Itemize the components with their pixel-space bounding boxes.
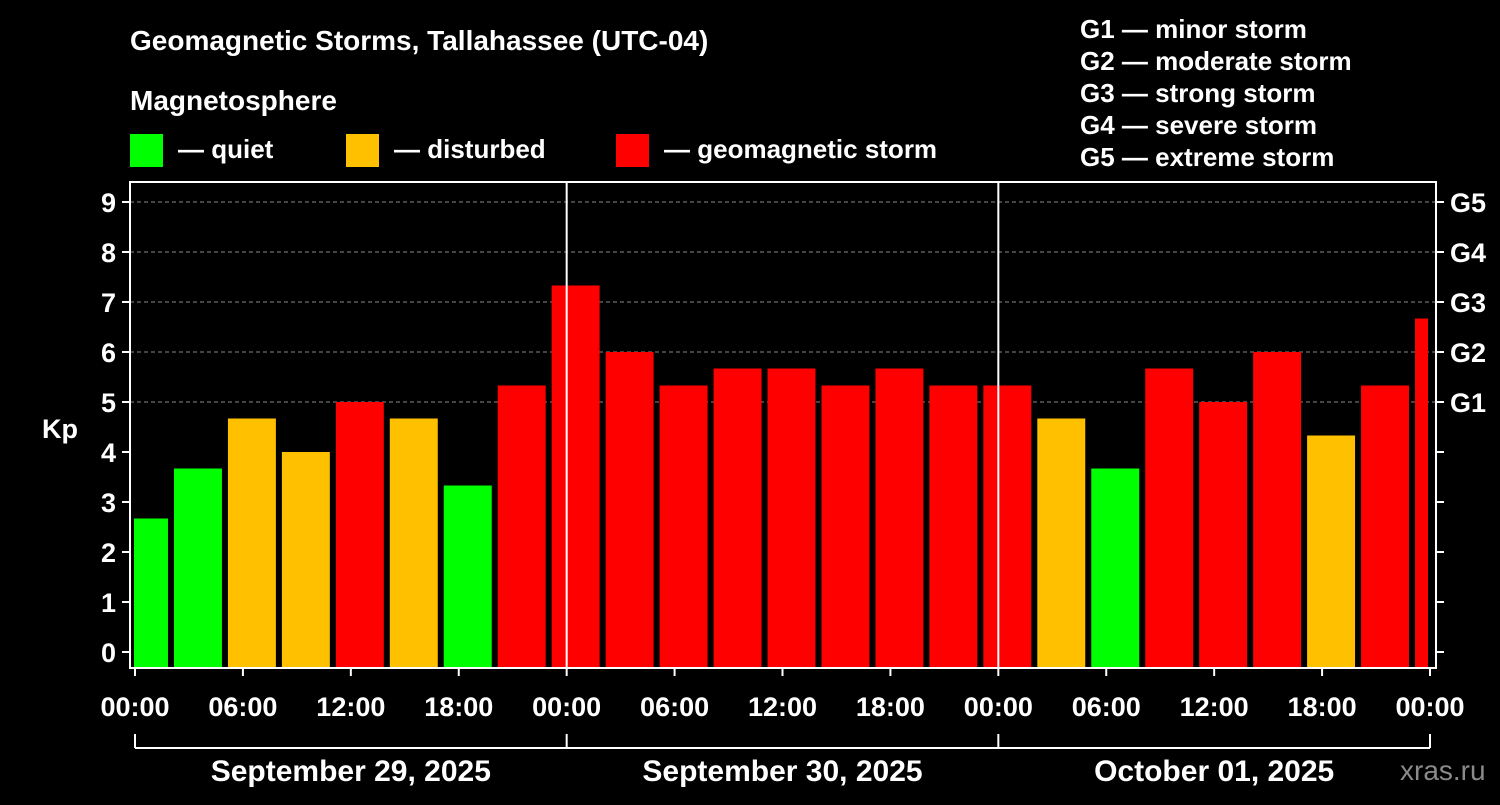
x-tick-label: 12:00 [1180,692,1249,722]
g-tick-label: G4 [1450,238,1486,268]
y-tick-label: 7 [101,288,116,318]
kp-bar [821,385,870,668]
y-tick-label: 6 [101,338,116,368]
y-tick-label: 3 [101,488,116,518]
storm-scale-g5: G5 — extreme storm [1080,142,1334,172]
kp-bar [335,402,384,668]
legend-label-storm: — geomagnetic storm [664,134,937,164]
g-tick-label: G1 [1450,388,1486,418]
kp-bar [173,468,222,668]
date-label: September 30, 2025 [642,755,922,788]
bars [134,285,1428,668]
x-tick-label: 00:00 [532,692,601,722]
x-tick-label: 00:00 [964,692,1033,722]
kp-bar [767,368,816,668]
storm-scale-g1: G1 — minor storm [1080,14,1307,44]
legend-swatch-storm [616,134,649,167]
kp-bar [1361,385,1410,668]
kp-bar [929,385,978,668]
x-tick-label: 18:00 [1288,692,1357,722]
date-label: October 01, 2025 [1094,755,1334,788]
storm-scale-g4: G4 — severe storm [1080,110,1317,140]
x-tick-label: 18:00 [856,692,925,722]
g-scale-ticks: G1 G2 G3 G4 G5 [1450,188,1486,418]
y-tick-label: 0 [101,638,116,668]
legend-label-quiet: — quiet [178,134,274,164]
y-tick-label: 9 [101,188,116,218]
kp-bar [389,418,438,668]
watermark: xras.ru [1400,755,1486,786]
x-tick-label: 18:00 [424,692,493,722]
kp-bar [1307,435,1356,668]
kp-bar [713,368,762,668]
x-tick-label: 00:00 [1395,692,1464,722]
kp-bar [605,352,654,668]
chart-subtitle: Magnetosphere [130,85,337,116]
kp-bar [443,485,492,668]
g-tick-label: G5 [1450,188,1486,218]
x-tick-label: 06:00 [640,692,709,722]
storm-scale-g2: G2 — moderate storm [1080,46,1352,76]
chart-title: Geomagnetic Storms, Tallahassee (UTC-04) [130,25,708,56]
date-label: September 29, 2025 [211,755,491,788]
legend-label-disturbed: — disturbed [394,134,546,164]
kp-bar [1037,418,1086,668]
y-tick-label: 8 [101,238,116,268]
kp-bar [1199,402,1248,668]
y-tick-label: 4 [101,438,116,468]
kp-bar [1091,468,1140,668]
date-axis: September 29, 2025 September 30, 2025 Octo… [134,734,1431,788]
kp-bar [551,285,600,668]
legend-swatch-quiet [130,134,163,167]
storm-scale-legend: G1 — minor storm G2 — moderate storm G3 … [1080,14,1352,172]
y-tick-label: 1 [101,588,116,618]
kp-bar [497,385,546,668]
x-tick-label: 06:00 [208,692,277,722]
kp-bar [1253,352,1302,668]
y-axis-label: Kp [42,414,78,444]
kp-bar [659,385,708,668]
kp-bar [875,368,924,668]
x-tick-label: 00:00 [100,692,169,722]
magnetosphere-legend: — quiet — disturbed — geomagnetic storm [130,134,937,167]
kp-bar [281,452,330,668]
storm-scale-g3: G3 — strong storm [1080,78,1315,108]
x-tick-label: 06:00 [1072,692,1141,722]
kp-bar [1415,318,1428,668]
x-tick-label: 12:00 [316,692,385,722]
g-tick-label: G3 [1450,288,1486,318]
x-tick-label: 12:00 [748,692,817,722]
legend-swatch-disturbed [346,134,379,167]
kp-bar [134,518,168,668]
y-axis-ticks: 0 1 2 3 4 5 6 7 8 9 [101,188,1444,668]
y-tick-label: 5 [101,388,116,418]
x-axis-ticks: 00:00 06:00 12:00 18:00 00:00 06:00 12:00 18:00… [100,668,1465,722]
kp-bar [1145,368,1194,668]
kp-bar [983,385,1032,668]
kp-bar [227,418,276,668]
y-tick-label: 2 [101,538,116,568]
g-tick-label: G2 [1450,338,1486,368]
